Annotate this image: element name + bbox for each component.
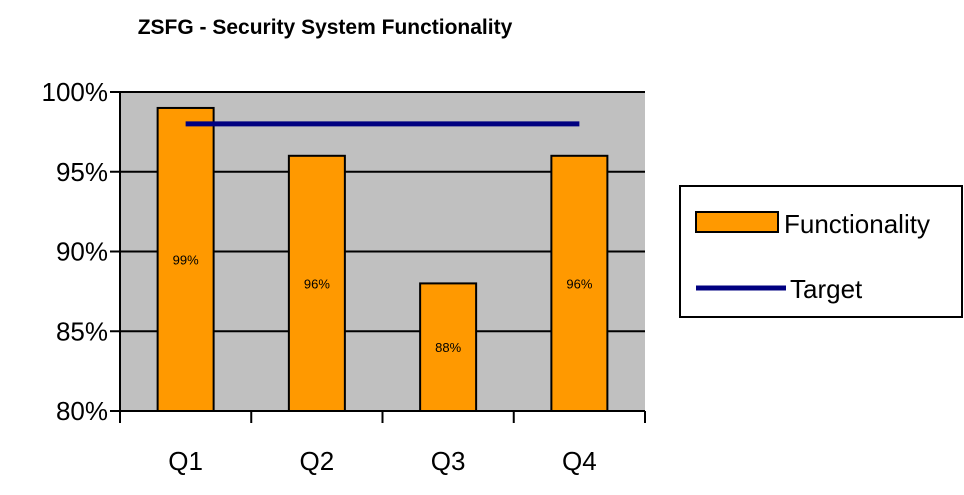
legend-box (679, 185, 963, 318)
bars (156, 106, 609, 412)
bar-data-label: 96% (304, 276, 330, 291)
bar-data-label: 99% (173, 252, 199, 267)
bar-q4 (550, 154, 609, 412)
y-tick-label: 85% (56, 316, 108, 346)
legend-label-functionality: Functionality (784, 209, 930, 239)
bar-data-label: 96% (566, 276, 592, 291)
bar-data-label: 88% (435, 340, 461, 355)
legend: Functionality Target (679, 185, 963, 318)
chart-title: ZSFG - Security System Functionality (138, 16, 513, 39)
legend-swatch-functionality (695, 211, 779, 233)
bar-q3 (419, 282, 478, 412)
bar-q1 (156, 106, 215, 412)
y-tick-label: 80% (56, 396, 108, 426)
x-category-label: Q2 (300, 446, 335, 476)
axes: 80% 85% 90% 95% 100% (42, 77, 646, 426)
y-tick-label: 95% (56, 157, 108, 187)
x-category-label: Q3 (431, 446, 466, 476)
x-category-label: Q4 (562, 446, 597, 476)
y-tick-label: 90% (56, 237, 108, 267)
data-labels: 99% Q1 96% Q2 88% Q3 96% Q4 (168, 252, 596, 476)
y-tick-label: 100% (42, 77, 109, 107)
x-category-label: Q1 (168, 446, 203, 476)
legend-label-target: Target (790, 274, 863, 304)
